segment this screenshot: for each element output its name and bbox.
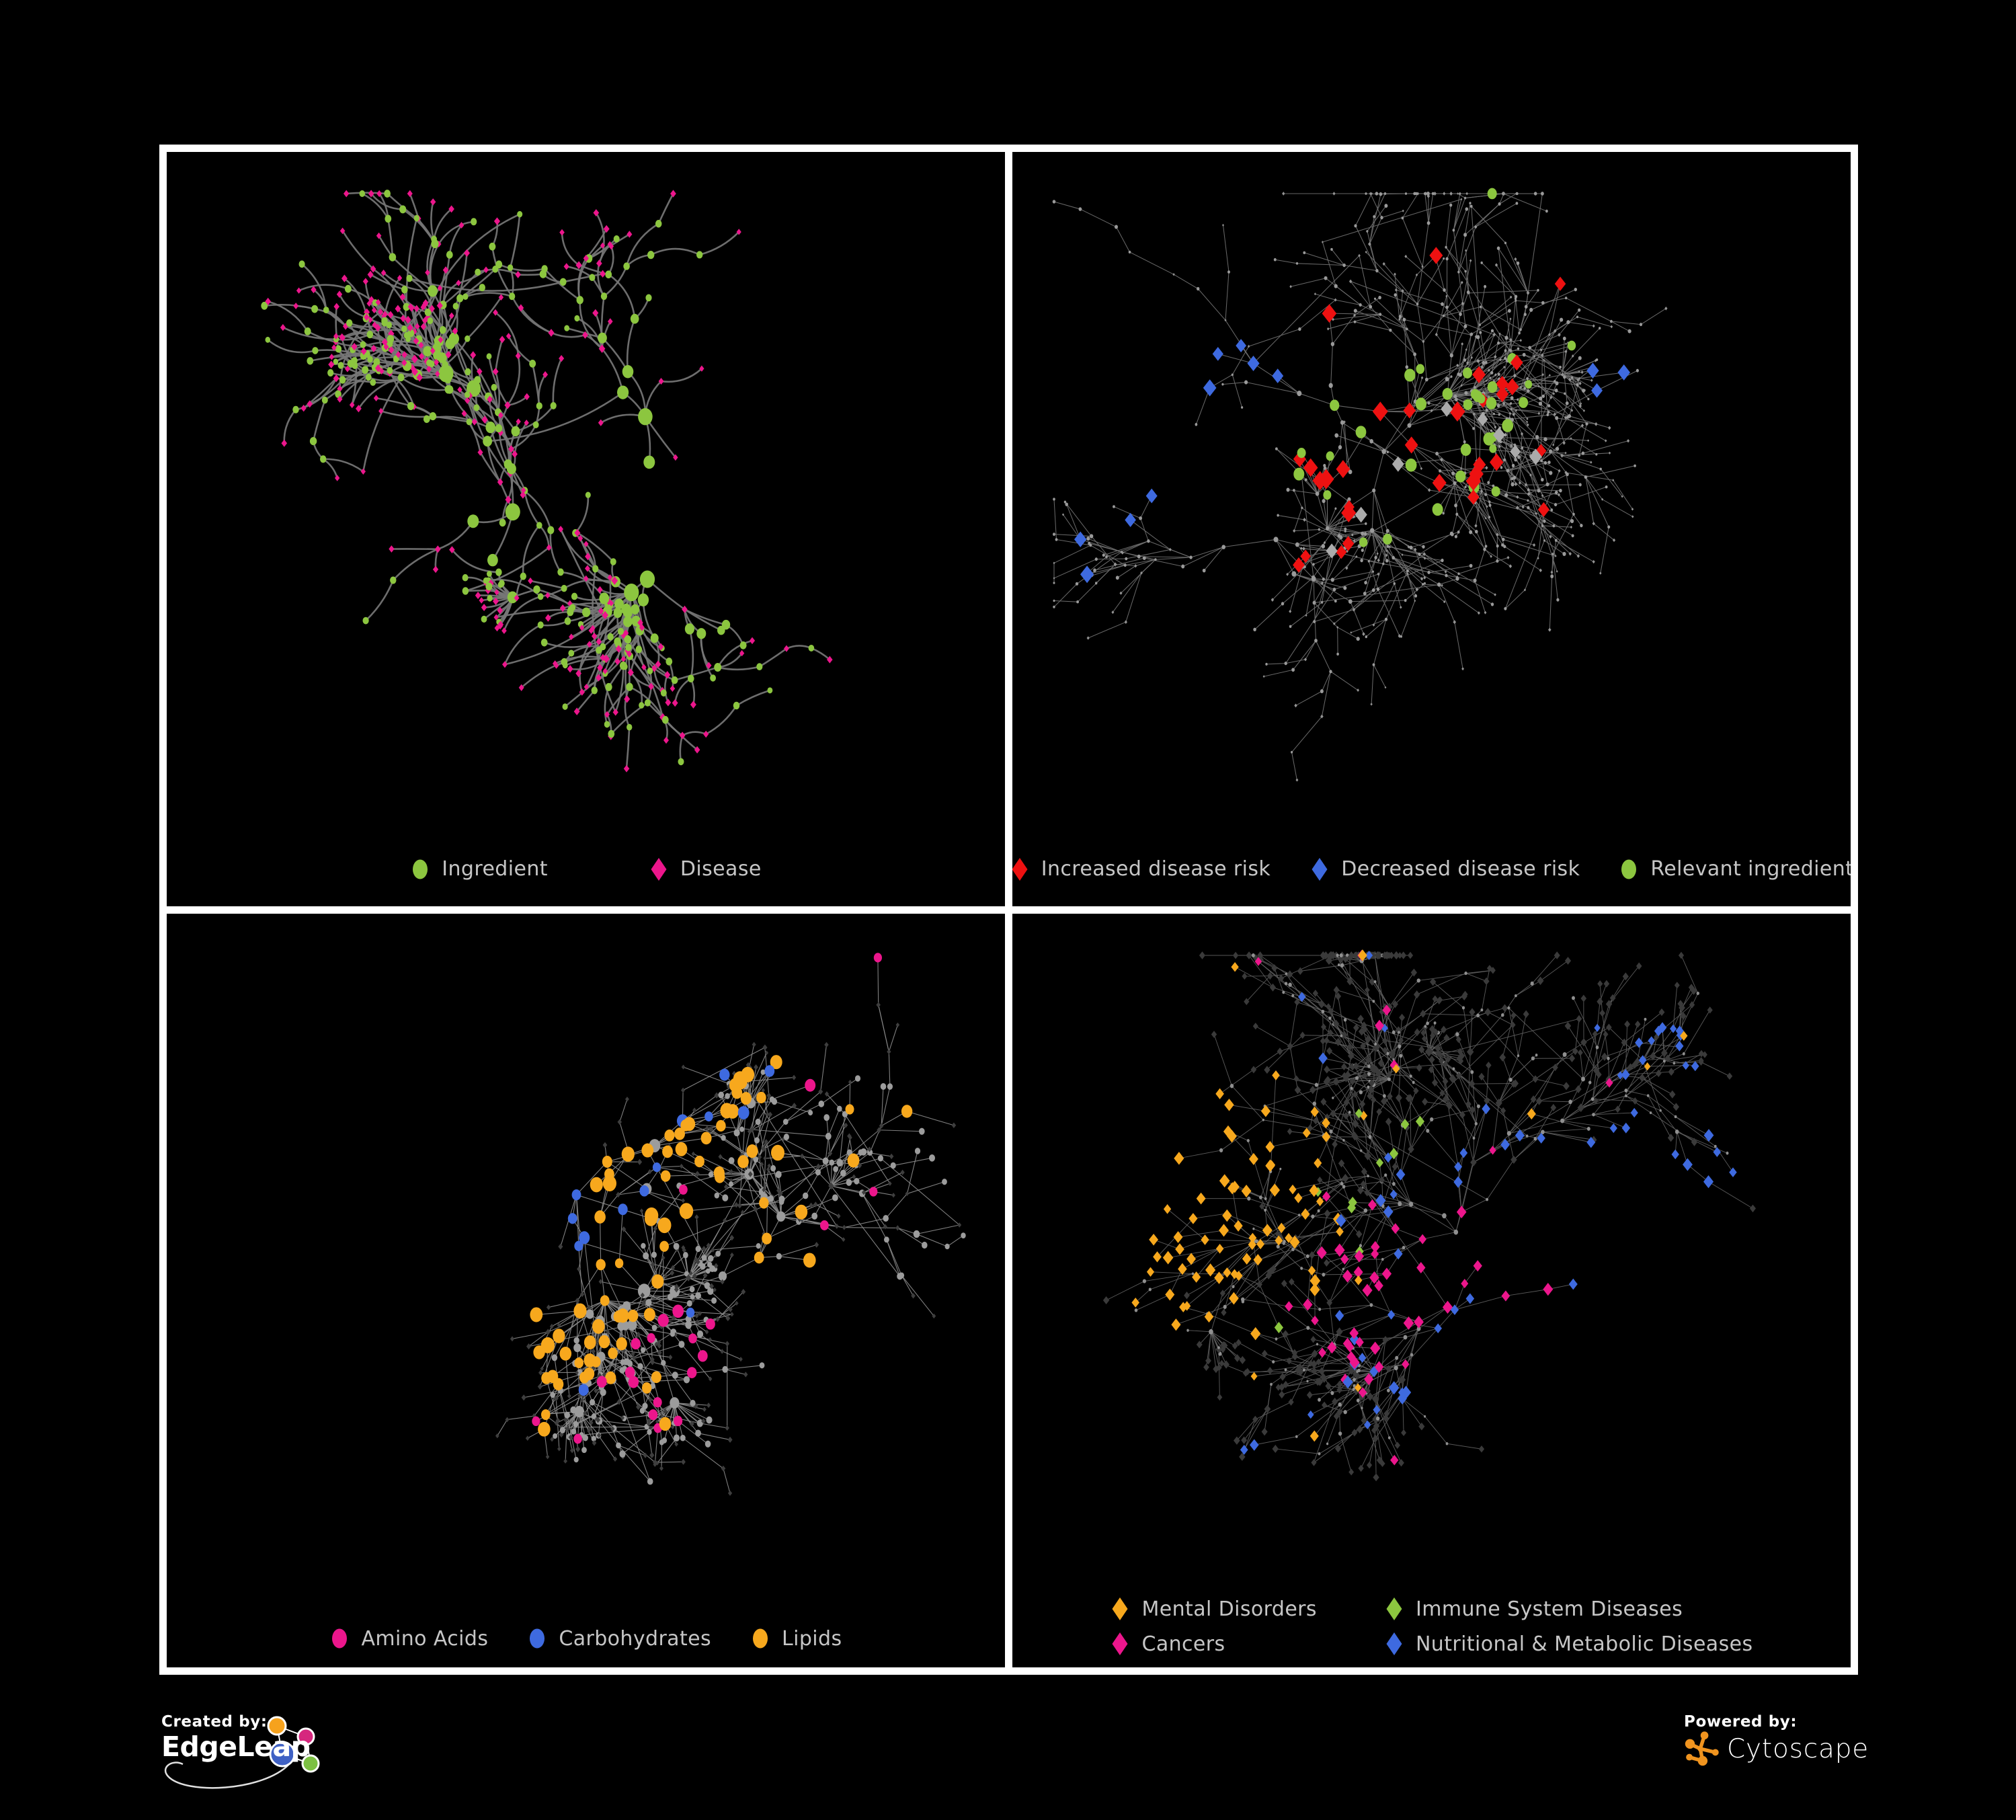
panel-ingredient-disease: Ingredient Disease <box>167 152 1005 906</box>
legend-disease-risk: Increased disease risk Decreased disease … <box>1012 857 1851 882</box>
circle-marker-icon <box>332 1628 348 1649</box>
legend-ingredient-disease: Ingredient Disease <box>167 857 1005 882</box>
panel-grid: Ingredient Disease Increased disease risk… <box>159 145 1858 1675</box>
edgeleap-wordmark: EdgeLeap <box>161 1731 311 1763</box>
network-ingredient-disease <box>261 190 833 773</box>
legend-item-ingredient: Ingredient <box>410 857 548 882</box>
cytoscape-logo: Cytoscape <box>1684 1729 1869 1768</box>
circle-marker-icon <box>753 1628 768 1649</box>
legend-label: Cancers <box>1141 1632 1225 1656</box>
legend-label: Increased disease risk <box>1041 857 1271 881</box>
cytoscape-logo-icon <box>1685 1731 1719 1766</box>
circle-marker-icon <box>1621 859 1637 879</box>
legend-macronutrients: Amino Acids Carbohydrates Lipids <box>167 1626 1005 1651</box>
legend-item-increased-disease-risk: Increased disease risk <box>1012 857 1271 882</box>
legend-item-immune-system-diseases: Immune System Diseases <box>1384 1596 1753 1622</box>
legend-item-amino-acids: Amino Acids <box>329 1626 488 1651</box>
panel-disease-categories: Mental Disorders Immune System Diseases Ca… <box>1012 913 1851 1667</box>
legend-label: Relevant ingredient <box>1650 857 1851 881</box>
legend-item-cancers: Cancers <box>1110 1631 1316 1657</box>
legend-item-carbohydrates: Carbohydrates <box>527 1626 711 1651</box>
network-macronutrients <box>495 952 966 1496</box>
legend-item-lipids: Lipids <box>750 1626 842 1651</box>
legend-label: Lipids <box>782 1626 842 1651</box>
legend-label: Amino Acids <box>361 1626 489 1651</box>
legend-item-decreased-disease-risk: Decreased disease risk <box>1309 857 1580 882</box>
created-by-credit: Created by: EdgeLeap <box>161 1713 403 1814</box>
legend-label: Ingredient <box>442 857 548 881</box>
legend-label: Carbohydrates <box>559 1626 712 1651</box>
edgeleap-logo-icon <box>164 1716 320 1789</box>
created-by-label: Created by: <box>161 1713 268 1731</box>
network-disease-categories <box>1102 949 1756 1481</box>
legend-disease-categories: Mental Disorders Immune System Diseases Ca… <box>1012 1596 1851 1657</box>
diamond-marker-icon <box>651 857 667 881</box>
legend-item-nutritional-metabolic-diseases: Nutritional & Metabolic Diseases <box>1384 1631 1753 1657</box>
legend-item-mental-disorders: Mental Disorders <box>1110 1596 1317 1622</box>
diamond-marker-icon <box>1112 1632 1128 1655</box>
legend-label: Decreased disease risk <box>1341 857 1580 881</box>
powered-by-credit: Powered by: Cytosc <box>1684 1713 1966 1801</box>
diamond-marker-icon <box>1386 1597 1402 1620</box>
diamond-marker-icon <box>1386 1632 1402 1655</box>
diamond-marker-icon <box>1312 857 1328 881</box>
legend-label: Disease <box>680 857 762 881</box>
cytoscape-wordmark: Cytoscape <box>1727 1733 1869 1764</box>
network-disease-risk <box>1052 188 1668 782</box>
legend-item-disease: Disease <box>649 857 762 882</box>
circle-marker-icon <box>530 1628 545 1649</box>
diamond-marker-icon <box>1112 1597 1128 1620</box>
powered-by-label: Powered by: <box>1684 1713 1798 1731</box>
legend-label: Immune System Diseases <box>1415 1597 1683 1621</box>
diamond-marker-icon <box>1012 857 1028 881</box>
panel-macronutrients: Amino Acids Carbohydrates Lipids <box>167 913 1005 1667</box>
legend-item-relevant-ingredient: Relevant ingredient <box>1619 857 1851 882</box>
legend-label: Mental Disorders <box>1141 1597 1317 1621</box>
panel-disease-risk: Increased disease risk Decreased disease … <box>1012 152 1851 906</box>
circle-marker-icon <box>413 859 428 879</box>
legend-label: Nutritional & Metabolic Diseases <box>1415 1632 1753 1656</box>
